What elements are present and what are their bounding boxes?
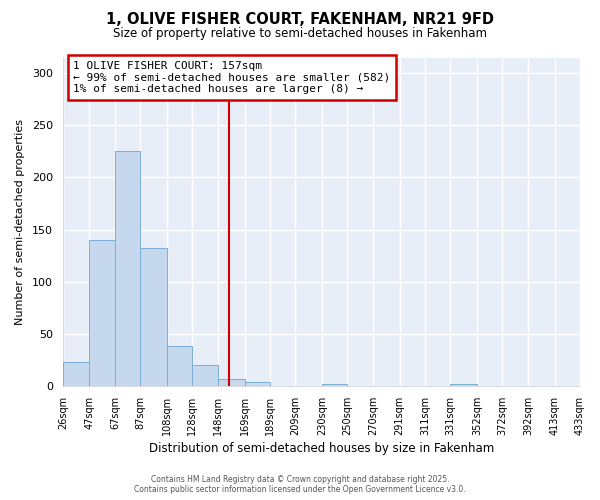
Text: Size of property relative to semi-detached houses in Fakenham: Size of property relative to semi-detach…: [113, 28, 487, 40]
Text: Contains HM Land Registry data © Crown copyright and database right 2025.
Contai: Contains HM Land Registry data © Crown c…: [134, 474, 466, 494]
Text: 1, OLIVE FISHER COURT, FAKENHAM, NR21 9FD: 1, OLIVE FISHER COURT, FAKENHAM, NR21 9F…: [106, 12, 494, 28]
Bar: [451, 384, 477, 386]
Y-axis label: Number of semi-detached properties: Number of semi-detached properties: [15, 118, 25, 324]
Bar: [89, 240, 115, 386]
Bar: [218, 378, 245, 386]
Text: 1 OLIVE FISHER COURT: 157sqm
← 99% of semi-detached houses are smaller (582)
1% : 1 OLIVE FISHER COURT: 157sqm ← 99% of se…: [73, 61, 391, 94]
X-axis label: Distribution of semi-detached houses by size in Fakenham: Distribution of semi-detached houses by …: [149, 442, 494, 455]
Bar: [140, 248, 167, 386]
Bar: [193, 365, 218, 386]
Bar: [245, 382, 270, 386]
Bar: [167, 346, 193, 386]
Bar: [115, 152, 140, 386]
Bar: [63, 362, 89, 386]
Bar: [322, 384, 347, 386]
